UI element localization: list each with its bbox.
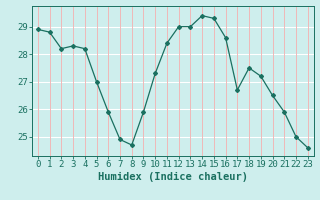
X-axis label: Humidex (Indice chaleur): Humidex (Indice chaleur) xyxy=(98,172,248,182)
